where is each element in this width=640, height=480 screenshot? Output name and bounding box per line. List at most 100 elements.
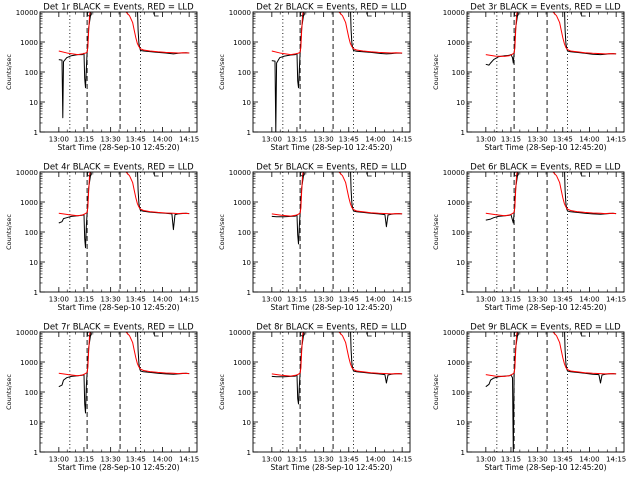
y-tick-label: 10	[242, 99, 251, 107]
panel-frame	[466, 171, 625, 293]
panel-frame	[466, 331, 625, 453]
y-tick-label: 10000	[443, 329, 465, 337]
y-tick-label: 1	[461, 449, 465, 457]
x-tick-label: 14:15	[392, 136, 412, 144]
series-events-line	[485, 332, 617, 452]
x-tick-label: 14:00	[152, 456, 172, 464]
x-axis-title: Start Time (28-Sep-10 12:45:20)	[485, 463, 607, 472]
panel-det-7: Det 7r BLACK = Events, RED = LLD 1 10 100 10…	[5, 323, 199, 473]
x-tick-label: 13:45	[126, 456, 146, 464]
x-tick-label: 14:00	[152, 136, 172, 144]
panel-title: Det 4r BLACK = Events, RED = LLD	[43, 163, 194, 173]
x-tick-label: 13:30	[101, 296, 121, 304]
x-tick-label: 13:30	[528, 296, 548, 304]
y-tick-label: 100	[452, 389, 465, 397]
panel-data	[271, 172, 403, 245]
y-axis-title: Counts/sec	[5, 54, 13, 90]
series-lld-line	[485, 12, 617, 57]
top-marker-bracket	[154, 332, 159, 337]
x-tick-label: 14:00	[579, 296, 599, 304]
y-tick-label: 100	[238, 229, 251, 237]
x-tick-label: 14:15	[606, 136, 626, 144]
panel-data	[58, 172, 190, 249]
panel-title: Det 1r BLACK = Events, RED = LLD	[43, 3, 194, 13]
x-tick-label: 13:15	[74, 456, 94, 464]
panel-title: Det 3r BLACK = Events, RED = LLD	[470, 3, 621, 13]
x-tick-label: 13:30	[314, 296, 334, 304]
panel-frame	[252, 331, 411, 453]
panel-data	[485, 332, 617, 452]
panel-data	[58, 332, 190, 414]
y-tick-label: 1000	[233, 199, 251, 207]
y-tick-label: 100	[25, 389, 38, 397]
x-tick-label: 13:30	[314, 456, 334, 464]
panel-det-9: Det 9r BLACK = Events, RED = LLD 1 10 100 10…	[432, 323, 626, 473]
x-tick-label: 13:30	[314, 136, 334, 144]
series-lld-line	[485, 172, 617, 217]
panel-data	[485, 12, 617, 66]
x-axis-title: Start Time (28-Sep-10 12:45:20)	[485, 303, 607, 312]
x-axis-title: Start Time (28-Sep-10 12:45:20)	[485, 143, 607, 152]
series-events-line	[58, 172, 190, 249]
x-tick-label: 13:15	[287, 456, 307, 464]
top-marker-bracket	[367, 332, 372, 337]
series-events-line	[485, 12, 617, 66]
y-tick-label: 1000	[20, 39, 38, 47]
y-tick-label: 10000	[443, 169, 465, 177]
x-tick-label: 13:30	[101, 456, 121, 464]
x-tick-label: 14:15	[179, 296, 199, 304]
y-tick-label: 10	[456, 99, 465, 107]
panel-frame	[252, 11, 411, 133]
y-tick-label: 1000	[447, 199, 465, 207]
y-tick-label: 100	[452, 69, 465, 77]
x-axis-title: Start Time (28-Sep-10 12:45:20)	[58, 463, 180, 472]
y-tick-label: 10	[456, 259, 465, 267]
x-tick-label: 13:15	[501, 296, 521, 304]
y-tick-label: 10000	[229, 329, 251, 337]
x-tick-label: 13:45	[339, 456, 359, 464]
x-tick-label: 13:00	[476, 136, 496, 144]
top-marker-bracket	[367, 172, 372, 177]
series-events-line	[271, 332, 403, 405]
y-tick-label: 100	[25, 229, 38, 237]
panel-frame	[466, 11, 625, 133]
series-lld-line	[271, 172, 403, 217]
panel-det-5: Det 5r BLACK = Events, RED = LLD 1 10 100 10…	[218, 163, 412, 313]
x-tick-label: 13:30	[101, 136, 121, 144]
top-marker-bracket	[154, 172, 159, 177]
x-tick-label: 13:45	[126, 136, 146, 144]
x-tick-label: 14:00	[365, 296, 385, 304]
y-tick-label: 10	[29, 419, 38, 427]
x-tick-label: 13:00	[476, 296, 496, 304]
x-axis-title: Start Time (28-Sep-10 12:45:20)	[58, 303, 180, 312]
x-axis-title: Start Time (28-Sep-10 12:45:20)	[271, 143, 393, 152]
top-marker-bracket	[581, 332, 586, 337]
y-tick-label: 1000	[20, 199, 38, 207]
x-tick-label: 13:15	[287, 296, 307, 304]
y-axis-title: Counts/sec	[5, 214, 13, 250]
panel-det-3: Det 3r BLACK = Events, RED = LLD 1 10 100 10…	[432, 3, 626, 153]
y-tick-label: 1	[34, 129, 38, 137]
y-axis-title: Counts/sec	[218, 374, 226, 410]
panel-title: Det 7r BLACK = Events, RED = LLD	[43, 323, 194, 333]
x-tick-label: 13:00	[49, 296, 69, 304]
y-axis-title: Counts/sec	[432, 214, 440, 250]
panel-frame	[39, 11, 198, 133]
x-tick-label: 13:45	[339, 136, 359, 144]
panel-title: Det 2r BLACK = Events, RED = LLD	[256, 3, 407, 13]
y-tick-label: 1	[461, 129, 465, 137]
panel-frame	[252, 171, 411, 293]
x-tick-label: 13:30	[528, 136, 548, 144]
series-lld-line	[271, 332, 403, 377]
panel-det-8: Det 8r BLACK = Events, RED = LLD 1 10 100 10…	[218, 323, 412, 473]
x-tick-label: 13:45	[553, 296, 573, 304]
y-tick-label: 1000	[447, 359, 465, 367]
y-tick-label: 10000	[443, 9, 465, 17]
series-lld-line	[58, 332, 190, 377]
y-tick-label: 10	[242, 419, 251, 427]
y-tick-label: 1	[461, 289, 465, 297]
series-events-line	[58, 332, 190, 414]
y-axis-title: Counts/sec	[218, 54, 226, 90]
panel-data	[58, 12, 190, 119]
x-tick-label: 14:00	[152, 296, 172, 304]
